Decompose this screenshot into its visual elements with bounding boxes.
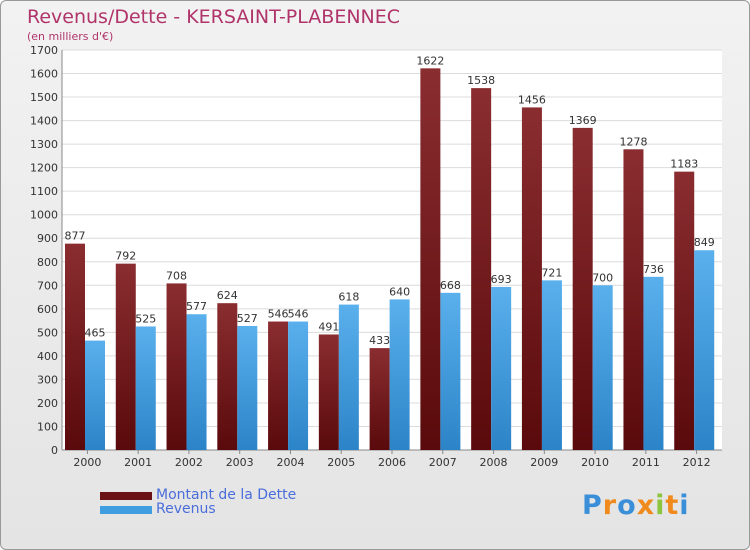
- bar-dette: [674, 171, 695, 450]
- bar-dette: [217, 303, 238, 450]
- y-tick-label: 600: [37, 303, 58, 316]
- data-label: 433: [369, 334, 390, 347]
- logo-letter: x: [636, 490, 656, 521]
- data-label: 1278: [619, 135, 647, 148]
- data-label: 527: [237, 312, 258, 325]
- y-tick-label: 0: [51, 444, 58, 457]
- bar-revenus: [85, 340, 105, 450]
- bar-revenus: [491, 286, 512, 450]
- y-tick-label: 1700: [30, 44, 58, 57]
- bar-revenus: [338, 304, 359, 450]
- bar-dette: [166, 283, 187, 450]
- data-label: 1538: [467, 74, 495, 87]
- y-tick-label: 1000: [30, 209, 58, 222]
- data-label: 618: [338, 291, 359, 304]
- x-tick-label: 2003: [226, 456, 254, 469]
- bar-revenus: [237, 326, 258, 450]
- bar-dette: [471, 88, 492, 450]
- logo-letter: i: [679, 490, 690, 521]
- y-tick-label: 1300: [30, 138, 58, 151]
- y-tick-label: 1400: [30, 115, 58, 128]
- bar-dette: [572, 127, 593, 450]
- legend-label-dette: Montant de la Dette: [156, 487, 297, 503]
- data-label: 640: [389, 285, 410, 298]
- chart-title: Revenus/Dette - KERSAINT-PLABENNEC: [27, 6, 401, 28]
- data-label: 491: [318, 320, 339, 333]
- data-label: 877: [65, 230, 86, 243]
- bar-revenus: [694, 250, 715, 450]
- x-tick-label: 2001: [124, 456, 152, 469]
- data-label: 849: [694, 236, 715, 249]
- legend-swatch-dette: [100, 492, 152, 500]
- logo-letter: o: [617, 490, 637, 521]
- y-tick-label: 700: [37, 279, 58, 292]
- bar-revenus: [389, 299, 410, 450]
- bar-dette: [268, 321, 289, 450]
- x-tick-label: 2008: [480, 456, 508, 469]
- data-label: 721: [541, 266, 562, 279]
- bar-dette: [318, 334, 339, 450]
- logo-letter: i: [655, 490, 666, 521]
- data-label: 1183: [670, 158, 698, 171]
- bar-revenus: [186, 314, 207, 450]
- data-label: 700: [592, 271, 613, 284]
- x-tick-label: 2000: [73, 456, 101, 469]
- data-label: 546: [268, 308, 289, 321]
- data-label: 525: [135, 312, 156, 325]
- legend-label-revenus: Revenus: [156, 501, 216, 517]
- y-tick-label: 300: [37, 373, 58, 386]
- data-label: 577: [186, 300, 207, 313]
- data-label: 736: [643, 263, 664, 276]
- x-tick-label: 2006: [378, 456, 406, 469]
- y-tick-label: 1200: [30, 162, 58, 175]
- bar-dette: [65, 243, 85, 450]
- data-label: 708: [166, 269, 187, 282]
- data-label: 1622: [416, 54, 444, 67]
- x-tick-label: 2009: [530, 456, 558, 469]
- data-label: 1369: [569, 114, 597, 127]
- bar-revenus: [288, 321, 309, 450]
- logo-letter: t: [665, 490, 680, 521]
- x-tick-label: 2010: [581, 456, 609, 469]
- bar-dette: [420, 68, 441, 451]
- bar-dette: [521, 107, 542, 450]
- y-tick-label: 900: [37, 232, 58, 245]
- data-label: 624: [217, 289, 238, 302]
- bar-revenus: [440, 292, 461, 450]
- x-tick-label: 2005: [327, 456, 355, 469]
- proxiti-logo: Proxiti: [582, 490, 690, 521]
- data-label: 1456: [518, 93, 546, 106]
- y-tick-label: 100: [37, 420, 58, 433]
- logo-letter: r: [602, 490, 618, 521]
- y-tick-label: 200: [37, 397, 58, 410]
- data-label: 668: [440, 279, 461, 292]
- y-tick-label: 800: [37, 256, 58, 269]
- x-tick-label: 2011: [632, 456, 660, 469]
- logo-letter: P: [582, 490, 603, 521]
- data-label: 693: [491, 273, 512, 286]
- x-tick-label: 2012: [683, 456, 711, 469]
- y-tick-label: 500: [37, 326, 58, 339]
- legend-swatch-revenus: [100, 506, 152, 514]
- y-tick-label: 1600: [30, 68, 58, 81]
- y-tick-label: 1500: [30, 91, 58, 104]
- bar-dette: [623, 149, 644, 450]
- bar-revenus: [135, 326, 156, 450]
- y-tick-label: 400: [37, 350, 58, 363]
- x-tick-label: 2004: [276, 456, 304, 469]
- data-label: 546: [288, 308, 309, 321]
- data-label: 465: [85, 327, 106, 340]
- x-tick-label: 2002: [175, 456, 203, 469]
- chart-subtitle: (en milliers d'€): [27, 30, 114, 43]
- bar-revenus: [592, 285, 613, 450]
- bar-dette: [115, 263, 136, 450]
- bar-revenus: [541, 280, 562, 450]
- bar-revenus: [643, 276, 664, 450]
- y-tick-label: 1100: [30, 185, 58, 198]
- data-label: 792: [115, 250, 136, 263]
- x-tick-label: 2007: [429, 456, 457, 469]
- bar-dette: [369, 348, 390, 450]
